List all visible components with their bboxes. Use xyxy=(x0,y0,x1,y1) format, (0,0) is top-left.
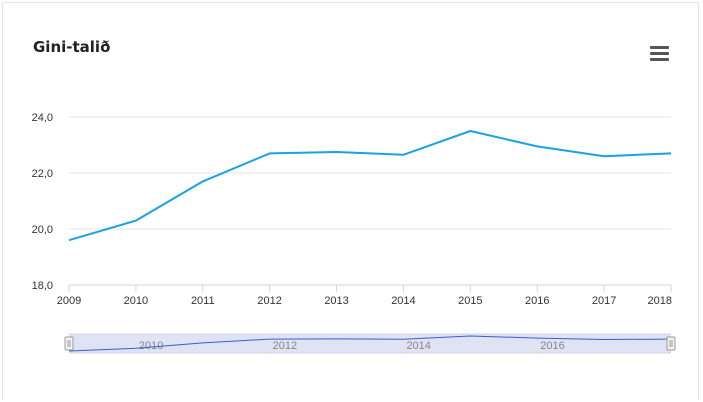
navigator-right-handle[interactable] xyxy=(666,336,676,351)
x-tick-label: 2010 xyxy=(124,295,148,307)
x-tick-label: 2018 xyxy=(648,295,672,307)
y-tick-label: 24,0 xyxy=(32,112,53,124)
y-tick-label: 20,0 xyxy=(32,224,53,236)
x-tick-label: 2011 xyxy=(191,295,215,307)
series-line xyxy=(68,130,672,242)
navigator-tick-label: 2010 xyxy=(139,340,163,352)
navigator-tick-label: 2016 xyxy=(540,340,564,352)
y-tick-label: 22,0 xyxy=(32,168,53,180)
navigator-series-line xyxy=(68,335,672,352)
x-tick-label: 2017 xyxy=(592,295,616,307)
navigator-tick-label: 2014 xyxy=(406,340,430,352)
navigator-left-handle[interactable] xyxy=(64,336,74,351)
x-tick-label: 2014 xyxy=(391,295,415,307)
x-tick-label: 2012 xyxy=(257,295,281,307)
x-tick-label: 2013 xyxy=(324,295,348,307)
x-tick-label: 2015 xyxy=(458,295,482,307)
x-tick-label: 2009 xyxy=(57,295,81,307)
navigator-range-mask xyxy=(69,334,671,353)
y-tick-label: 18,0 xyxy=(32,280,53,292)
navigator-tick-label: 2012 xyxy=(273,340,297,352)
hamburger-menu-icon[interactable] xyxy=(650,46,669,62)
chart-title: Gini-talið xyxy=(33,38,111,56)
x-tick-label: 2016 xyxy=(525,295,549,307)
